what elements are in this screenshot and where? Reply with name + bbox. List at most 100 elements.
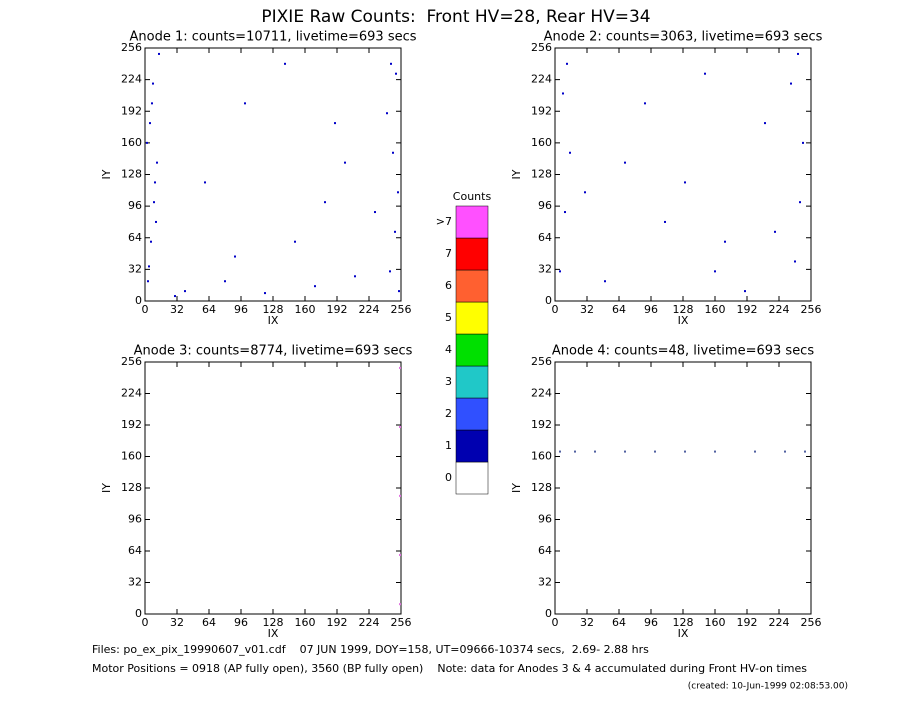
x-tick-label: 96 — [644, 616, 658, 629]
x-tick-label: 224 — [359, 616, 380, 629]
point — [704, 72, 706, 75]
colorbar-swatch — [455, 333, 489, 367]
point — [244, 102, 246, 105]
point — [794, 260, 796, 263]
y-tick-label: 192 — [121, 104, 142, 117]
point — [147, 280, 149, 283]
point — [594, 450, 596, 453]
y-tick-label: 64 — [538, 231, 552, 244]
footer-motor: Motor Positions = 0918 (AP fully open), … — [92, 662, 807, 675]
point — [624, 161, 626, 164]
y-tick-label: 224 — [531, 387, 552, 400]
x-tick-label: 96 — [234, 616, 248, 629]
y-axis-label: IY — [100, 483, 113, 493]
x-tick-label: 96 — [644, 303, 658, 316]
point — [204, 181, 206, 184]
x-tick-label: 192 — [737, 616, 758, 629]
plot-frame — [554, 361, 812, 615]
colorbar-swatch — [455, 397, 489, 431]
x-tick-label: 160 — [295, 616, 316, 629]
point — [324, 201, 326, 204]
point — [624, 450, 626, 453]
point — [584, 191, 586, 194]
y-tick-label: 160 — [531, 136, 552, 149]
y-tick-label: 96 — [538, 513, 552, 526]
point — [799, 201, 801, 204]
point — [148, 265, 150, 268]
point — [389, 270, 391, 273]
point — [354, 275, 356, 278]
point — [399, 553, 401, 556]
y-tick-label: 96 — [538, 199, 552, 212]
footer-created: (created: 10-Jun-1999 02:08:53.00) — [688, 682, 848, 692]
point — [294, 240, 296, 243]
y-tick-label: 0 — [545, 294, 552, 307]
point — [155, 220, 157, 223]
point — [644, 102, 646, 105]
colorbar-swatch — [455, 237, 489, 271]
y-tick-label: 256 — [121, 355, 142, 368]
x-tick-label: 256 — [391, 616, 412, 629]
x-tick-label: 0 — [142, 616, 149, 629]
y-tick-label: 160 — [121, 450, 142, 463]
point — [744, 290, 746, 293]
point — [684, 450, 686, 453]
panel-title: Anode 2: counts=3063, livetime=693 secs — [544, 30, 823, 45]
point — [386, 112, 388, 115]
x-tick-label: 224 — [769, 303, 790, 316]
x-tick-label: 160 — [295, 303, 316, 316]
x-axis-label: IX — [678, 627, 689, 640]
x-axis-label: IX — [678, 314, 689, 327]
y-tick-label: 256 — [531, 355, 552, 368]
colorbar-title: Counts — [453, 190, 492, 203]
colorbar-label: 5 — [445, 311, 452, 324]
point — [604, 280, 606, 283]
x-tick-label: 64 — [612, 303, 626, 316]
x-tick-label: 192 — [327, 303, 348, 316]
y-tick-label: 128 — [531, 168, 552, 181]
x-tick-label: 32 — [170, 303, 184, 316]
y-tick-label: 0 — [135, 607, 142, 620]
point — [764, 122, 766, 125]
x-tick-label: 0 — [552, 616, 559, 629]
point — [184, 290, 186, 293]
y-tick-label: 192 — [121, 418, 142, 431]
plot-frame — [144, 361, 402, 615]
y-tick-label: 0 — [135, 294, 142, 307]
x-tick-label: 128 — [263, 303, 284, 316]
point — [399, 603, 401, 606]
y-tick-label: 160 — [531, 450, 552, 463]
point — [562, 92, 564, 95]
colorbar-swatch — [455, 205, 489, 239]
point — [802, 141, 804, 144]
point — [399, 494, 401, 497]
y-tick-label: 128 — [121, 168, 142, 181]
colorbar-label: 1 — [445, 439, 452, 452]
x-tick-label: 32 — [580, 303, 594, 316]
x-tick-label: 128 — [263, 616, 284, 629]
x-tick-label: 0 — [142, 303, 149, 316]
point — [559, 450, 561, 453]
point — [156, 161, 158, 164]
x-axis-label: IX — [268, 627, 279, 640]
x-tick-label: 256 — [391, 303, 412, 316]
x-tick-label: 160 — [705, 303, 726, 316]
point — [797, 52, 799, 55]
plot-frame — [554, 47, 812, 302]
plot-frame — [144, 47, 402, 302]
point — [784, 450, 786, 453]
panel-title: Anode 3: counts=8774, livetime=693 secs — [134, 344, 413, 359]
point — [804, 450, 806, 453]
y-tick-label: 128 — [121, 481, 142, 494]
x-tick-label: 256 — [801, 303, 822, 316]
colorbar-label: 3 — [445, 375, 452, 388]
point — [569, 151, 571, 154]
point — [284, 62, 286, 65]
y-axis-label: IY — [100, 169, 113, 179]
x-tick-label: 0 — [552, 303, 559, 316]
colorbar-swatch — [455, 365, 489, 399]
main-title: PIXIE Raw Counts: Front HV=28, Rear HV=3… — [261, 7, 650, 27]
point — [397, 191, 399, 194]
colorbar-swatch — [455, 461, 489, 495]
y-axis-label: IY — [510, 483, 523, 493]
